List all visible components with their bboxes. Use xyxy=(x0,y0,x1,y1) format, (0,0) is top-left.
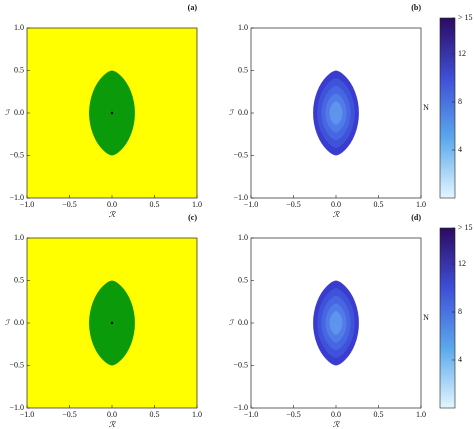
x-tick-label: 0.5 xyxy=(150,200,160,209)
y-tick-label: 0.5 xyxy=(14,275,24,284)
x-tick-label: −1.0 xyxy=(244,410,259,419)
y-tick-label: −0.5 xyxy=(233,150,248,159)
y-tick-label: −0.5 xyxy=(9,150,24,159)
x-tick-label: 0.5 xyxy=(150,410,160,419)
contour-level xyxy=(329,101,343,125)
x-tick-label: 0.5 xyxy=(374,410,384,419)
origin-dot xyxy=(110,321,114,325)
colorbar-tick-label: > 15 xyxy=(458,13,473,22)
colorbar-label: N xyxy=(423,313,429,322)
colorbar xyxy=(439,17,456,199)
x-tick-label: 0.0 xyxy=(107,200,117,209)
x-tick-label: 1.0 xyxy=(416,410,426,419)
y-tick-label: 1.0 xyxy=(238,233,248,242)
y-tick-label: −1.0 xyxy=(233,403,248,412)
panel-label: (a) xyxy=(188,3,198,12)
colorbar-tick-label: 4 xyxy=(458,145,462,154)
colorbar-tick-label: 8 xyxy=(458,97,462,106)
x-tick-label: 0.5 xyxy=(374,200,384,209)
x-tick-label: −1.0 xyxy=(20,200,35,209)
y-tick-label: 0.0 xyxy=(238,318,248,327)
x-tick-label: −1.0 xyxy=(244,200,259,209)
colorbar-label: N xyxy=(423,103,429,112)
y-tick-label: −0.5 xyxy=(233,360,248,369)
x-tick-label: 0.0 xyxy=(331,200,341,209)
y-tick-label: 0.5 xyxy=(14,65,24,74)
colorbar xyxy=(439,227,456,409)
y-axis-label: ℐ xyxy=(5,318,10,327)
x-tick-label: −0.5 xyxy=(62,200,77,209)
x-axis-label: ℛ xyxy=(109,210,116,219)
x-tick-label: 1.0 xyxy=(192,200,202,209)
x-tick-label: 0.0 xyxy=(331,410,341,419)
x-axis-label: ℛ xyxy=(333,210,340,219)
x-tick-label: −0.5 xyxy=(286,200,301,209)
y-tick-label: 0.5 xyxy=(238,65,248,74)
y-tick-label: −1.0 xyxy=(233,193,248,202)
colorbar-tick-label: 4 xyxy=(458,355,462,364)
y-axis-label: ℐ xyxy=(229,108,234,117)
y-tick-label: 1.0 xyxy=(238,23,248,32)
y-tick-label: 1.0 xyxy=(14,23,24,32)
colorbar-tick-label: 12 xyxy=(458,259,466,268)
panel-label: (b) xyxy=(411,3,421,12)
colorbar-tick-label: 8 xyxy=(458,307,462,316)
contour-level xyxy=(329,311,343,335)
panel-label: (c) xyxy=(188,213,197,222)
y-axis-label: ℐ xyxy=(229,318,234,327)
x-tick-label: −0.5 xyxy=(286,410,301,419)
x-tick-label: 1.0 xyxy=(416,200,426,209)
y-tick-label: 0.0 xyxy=(14,108,24,117)
y-tick-label: 0.0 xyxy=(14,318,24,327)
x-tick-label: −0.5 xyxy=(62,410,77,419)
colorbar-tick-label: > 15 xyxy=(458,223,473,232)
origin-dot xyxy=(110,111,114,115)
y-tick-label: −1.0 xyxy=(9,403,24,412)
x-tick-label: 0.0 xyxy=(107,410,117,419)
y-tick-label: −1.0 xyxy=(9,193,24,202)
y-tick-label: 0.0 xyxy=(238,108,248,117)
x-axis-label: ℛ xyxy=(333,420,340,429)
x-tick-label: −1.0 xyxy=(20,410,35,419)
y-tick-label: 1.0 xyxy=(14,233,24,242)
y-axis-label: ℐ xyxy=(5,108,10,117)
y-tick-label: 0.5 xyxy=(238,275,248,284)
colorbar-tick-label: 12 xyxy=(458,49,466,58)
x-axis-label: ℛ xyxy=(109,420,116,429)
y-tick-label: −0.5 xyxy=(9,360,24,369)
panel-label: (d) xyxy=(411,213,421,222)
x-tick-label: 1.0 xyxy=(192,410,202,419)
